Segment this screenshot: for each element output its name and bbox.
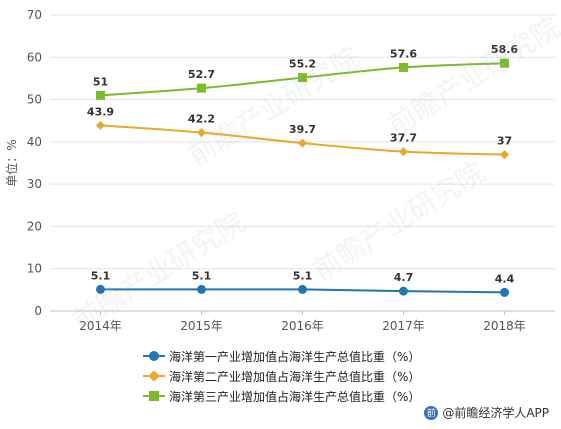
y-tick-label: 50 [27,93,42,107]
legend-label: 海洋第二产业增加值占海洋生产总值比重（%） [169,369,421,384]
y-tick-label: 60 [27,50,42,64]
y-tick-label: 0 [34,304,42,318]
legend-swatch-square-icon [143,390,165,402]
data-point [197,284,206,294]
legend-swatch-diamond-icon [143,370,165,382]
credit-text: @前瞻经济学人APP [442,406,549,420]
data-point [500,58,509,68]
source-credit: 前 @前瞻经济学人APP [424,404,549,421]
data-label: 5.1 [293,269,313,282]
line-chart: 0 10 20 30 40 50 60 70 2014年 2015年 2016年 2017年 2018年… [4,8,555,333]
data-point [95,120,106,130]
data-label: 5.1 [192,269,212,282]
data-label: 58.6 [491,43,518,56]
data-label: 37 [497,135,512,148]
legend-label: 海洋第三产业增加值占海洋生产总值比重（%） [169,389,421,404]
y-tick-label: 20 [27,219,42,233]
legend-label: 海洋第一产业增加值占海洋生产总值比重（%） [169,349,421,364]
y-tick-label: 10 [27,262,42,276]
x-tick-label: 2017年 [382,319,425,333]
data-point [298,73,307,83]
data-point [196,128,207,138]
data-point [197,83,206,93]
data-label: 42.2 [188,113,215,126]
x-tick-label: 2018年 [483,319,526,333]
data-label: 52.7 [188,68,215,81]
data-label: 4.4 [495,272,515,285]
data-point [499,150,510,160]
data-point [399,62,408,72]
legend-swatch-circle-icon [143,350,165,362]
data-point [96,284,105,294]
data-label: 39.7 [289,123,316,136]
data-point [298,284,307,294]
data-label: 37.7 [390,132,417,145]
data-label: 51 [93,75,108,88]
data-label: 4.7 [394,271,414,284]
y-axis-label: 单位：% [4,139,19,186]
legend-item-tertiary[interactable]: 海洋第三产业增加值占海洋生产总值比重（%） [143,386,420,406]
x-tick-label: 2015年 [180,319,223,333]
data-point [297,138,308,148]
data-point [398,147,409,157]
data-point [399,286,408,296]
data-label: 55.2 [289,58,316,71]
qianzhan-logo-icon: 前 [424,405,439,420]
y-tick-label: 30 [27,177,42,191]
data-label: 5.1 [91,269,111,282]
y-tick-label: 40 [27,135,42,149]
x-tick-label: 2014年 [79,319,122,333]
y-tick-label: 70 [27,8,42,22]
legend-item-secondary[interactable]: 海洋第二产业增加值占海洋生产总值比重（%） [143,366,420,386]
data-label: 57.6 [390,47,417,60]
data-point [500,287,509,297]
x-tick-label: 2016年 [281,319,324,333]
legend-item-primary[interactable]: 海洋第一产业增加值占海洋生产总值比重（%） [143,346,420,366]
data-label: 43.9 [87,105,114,118]
legend: 海洋第一产业增加值占海洋生产总值比重（%） 海洋第二产业增加值占海洋生产总值比重… [143,346,420,406]
data-point [96,90,105,100]
